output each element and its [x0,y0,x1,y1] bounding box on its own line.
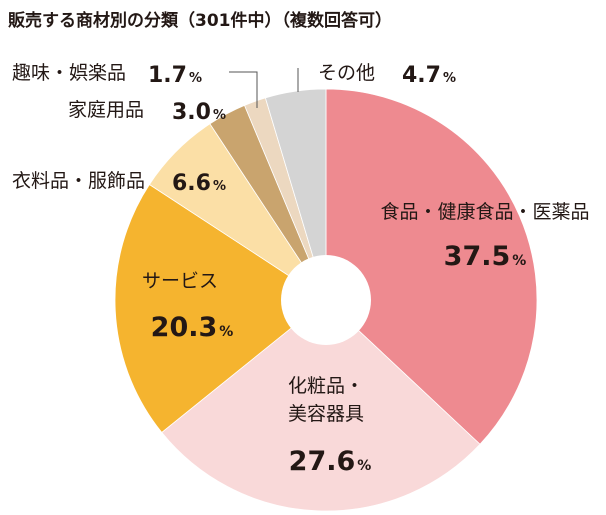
category-label: 趣味・娯楽品 [12,62,126,84]
pie-slice [114,183,327,433]
leader-lines [229,68,299,108]
category-label: 家庭用品 [68,99,144,121]
leader-line [229,71,258,108]
category-label: その他 [318,62,375,84]
value-label: 27.6% [289,446,372,477]
chart-title: 販売する商材別の分類（301件中）（複数回答可） [8,10,392,31]
value-label: 37.5% [444,241,527,272]
pie-slice [264,88,327,301]
category-label: サービス [142,270,218,292]
category-label: 化粧品・ [288,375,364,397]
value-label: 4.7% [402,63,456,88]
category-label: 食品・健康食品・医薬品 [380,201,589,223]
pie-slice [161,299,481,512]
donut-hole [281,255,371,345]
value-label: 6.6% [172,171,226,196]
value-label: 3.0% [172,100,226,125]
slice-labels: 食品・健康食品・医薬品 37.5 % 化粧品・美容器具 27.6 % サービス 20.3 % 衣料… [12,62,590,477]
category-label: 衣料品・服飾品 [12,170,145,192]
pie-slices [114,88,538,512]
pie-slice [325,88,538,445]
value-label: 20.3% [151,312,234,343]
value-label: 1.7% [148,63,202,88]
category-label: 美容器具 [288,403,364,425]
